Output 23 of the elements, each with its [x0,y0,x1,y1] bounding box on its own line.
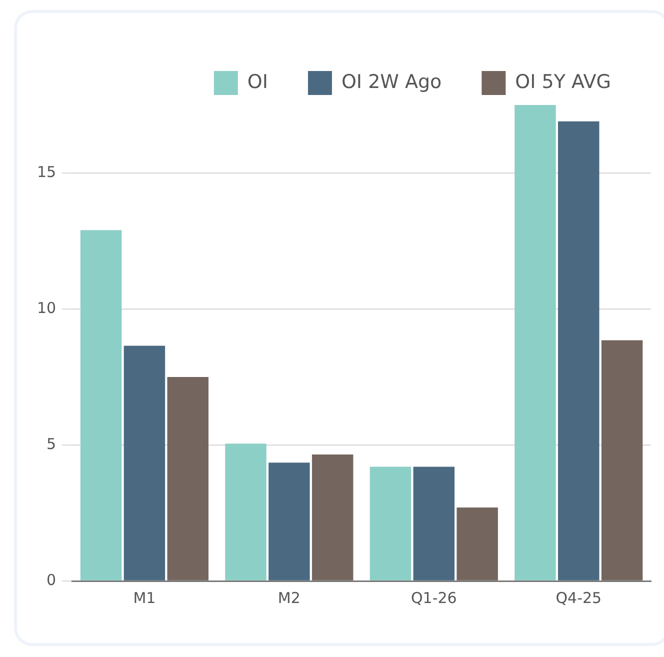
x-tick-label: Q4-25 [556,588,602,607]
y-tick-label: 5 [46,434,56,453]
bar [370,466,412,580]
bar [124,346,166,580]
bar [558,121,600,580]
bar [456,508,498,580]
bar [312,454,354,580]
y-tick-label: 15 [36,162,56,181]
y-tick-label: 0 [46,570,56,589]
legend-label: OI 2W Ago [341,70,442,93]
y-tick-label: 10 [36,298,56,317]
bar [413,466,455,580]
legend-label: OI 5Y AVG [515,70,612,93]
bar [601,340,643,580]
bar [80,230,122,580]
x-tick-label: M2 [278,588,300,607]
bar [268,462,310,580]
bar [167,377,208,580]
legend-label: OI [247,70,268,93]
bar [225,444,266,580]
x-tick-label: M1 [133,588,156,607]
x-tick-label: Q1-26 [410,588,457,607]
bar [514,105,556,580]
